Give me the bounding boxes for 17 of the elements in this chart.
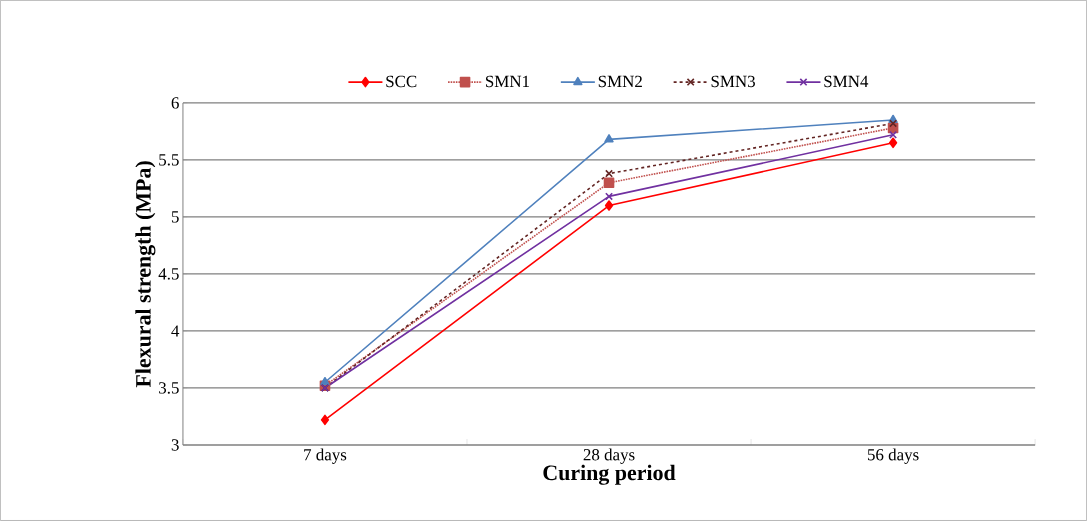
y-tick-label: 3.5 xyxy=(159,382,179,394)
legend-label: SMN2 xyxy=(598,75,642,88)
y-tick-label: 5.5 xyxy=(159,154,179,166)
y-tick-label: 5 xyxy=(171,211,179,223)
legend-label: SCC xyxy=(386,75,417,88)
y-axis-title: Flexural strength (MPa) xyxy=(135,161,156,388)
legend-label: SMN4 xyxy=(824,75,869,88)
y-tick-label: 6 xyxy=(171,97,179,109)
x-tick-label: 56 days xyxy=(867,448,919,464)
legend-label: SMN3 xyxy=(711,75,755,88)
y-tick-label: 3 xyxy=(171,439,179,451)
y-tick-label: 4 xyxy=(171,325,180,337)
x-tick-label: 7 days xyxy=(304,448,347,464)
x-tick-label: 28 days xyxy=(583,448,635,464)
y-tick-label: 4.5 xyxy=(158,268,179,280)
x-axis-title: Curing period xyxy=(543,464,676,485)
legend-label: SMN1 xyxy=(486,75,530,88)
